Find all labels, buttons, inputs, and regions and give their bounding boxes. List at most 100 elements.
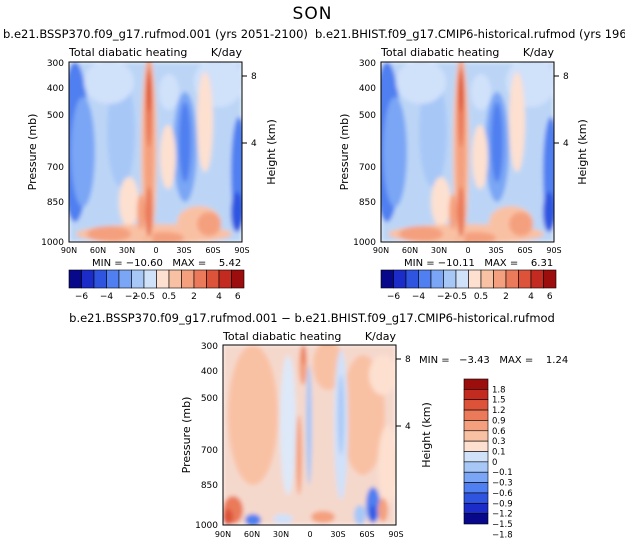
panel-2-title: b.e21.BHIST.f09_g17.CMIP6-historical.ruf… bbox=[315, 27, 625, 41]
panel-1-right-ticks: 8 4 bbox=[242, 72, 257, 149]
panel-3-colorbar-label: −1.2 bbox=[492, 510, 513, 520]
panel-3-colorbar-box bbox=[463, 409, 489, 421]
panel-1-colorbar-box bbox=[81, 269, 95, 289]
panel-1-ytick-700: 700 bbox=[47, 163, 64, 173]
panel-2-colorbar: −6 −4 −2−0.5 0.5 2 4 6 bbox=[380, 269, 557, 302]
panel-1-rtick-4: 4 bbox=[251, 139, 257, 149]
panel-3-colorbar: 1.81.51.20.90.60.30.10−0.1−0.3−0.6−0.9−1… bbox=[463, 378, 513, 540]
panel-3-ytick-400: 400 bbox=[201, 367, 218, 377]
panel-2-colorbar-box bbox=[418, 269, 432, 289]
panel-3-colorbar-box bbox=[463, 513, 489, 525]
panel-1-colorbar-box bbox=[118, 269, 132, 289]
panel-3-colorbar-label: 0 bbox=[492, 458, 497, 468]
panel-1: b.e21.BSSP370.f09_g17.rufmod.001 (yrs 20… bbox=[3, 27, 308, 302]
panel-1-colorbar-label: −6 bbox=[75, 292, 89, 302]
panel-1-y-axis-label: Pressure (mb) bbox=[26, 114, 39, 191]
panel-3-x-ticks: 90N 60N 30N 0 30S 60S 90S bbox=[215, 530, 404, 539]
panel-2-colorbar-box bbox=[530, 269, 544, 289]
panel-1-rtick-8: 8 bbox=[251, 72, 257, 82]
panel-1-colorbar-box bbox=[181, 269, 195, 289]
panel-3-xtick-60n: 60N bbox=[244, 530, 260, 539]
panel-2-ytick-400: 400 bbox=[359, 84, 376, 94]
panel-1-colorbar-box bbox=[193, 269, 207, 289]
panel-3-colorbar-box bbox=[463, 502, 489, 514]
panel-2-rtick-4: 4 bbox=[563, 139, 569, 149]
panel-3-xtick-60s: 60S bbox=[359, 530, 374, 539]
panel-3-stats: MIN = −3.43 MAX = 1.24 bbox=[419, 355, 568, 366]
panel-1-ytick-1000: 1000 bbox=[41, 238, 64, 248]
panel-1-colorbar-label: 6 bbox=[235, 292, 241, 302]
panel-1-title: b.e21.BSSP370.f09_g17.rufmod.001 (yrs 20… bbox=[3, 27, 308, 41]
panel-1-colorbar-label: −2 bbox=[125, 292, 138, 302]
panel-1-colorbar-label: 4 bbox=[216, 292, 222, 302]
panel-2-colorbar-label: −0.5 bbox=[445, 292, 467, 302]
panel-1-colorbar-label: −4 bbox=[100, 292, 114, 302]
panel-1-colorbar-box bbox=[168, 269, 182, 289]
panel-1-colorbar-box bbox=[143, 269, 157, 289]
panel-3-ytick-850: 850 bbox=[201, 481, 218, 491]
panel-1-xtick-90n: 90N bbox=[61, 246, 77, 255]
panel-3-colorbar-box bbox=[463, 399, 489, 411]
panel-1-colorbar-box bbox=[131, 269, 145, 289]
panel-1-ytick-500: 500 bbox=[47, 111, 64, 121]
panel-3-colorbar-box bbox=[463, 389, 489, 401]
panel-3-ytick-300: 300 bbox=[201, 342, 218, 352]
panel-1-xtick-60s: 60S bbox=[205, 246, 220, 255]
panel-3-variable-label: Total diabatic heating bbox=[222, 330, 341, 343]
panel-3-rtick-4: 4 bbox=[405, 422, 411, 432]
panel-3-colorbar-label: 0.9 bbox=[492, 416, 506, 426]
panel-3-rtick-8: 8 bbox=[405, 355, 411, 365]
panel-3-colorbar-label: −1.8 bbox=[492, 530, 513, 540]
panel-1-x-ticks: 90N 60N 30N 0 30S 60S 90S bbox=[61, 246, 250, 255]
figure-title: SON bbox=[292, 4, 333, 24]
panel-2-y-axis-label: Pressure (mb) bbox=[338, 114, 351, 191]
panel-1-plot-frame bbox=[68, 61, 243, 243]
panel-3-ytick-1000: 1000 bbox=[195, 521, 218, 531]
panel-2-colorbar-label: −2 bbox=[437, 292, 450, 302]
panel-2-xtick-30n: 30N bbox=[431, 246, 447, 255]
panel-2-ytick-700: 700 bbox=[359, 163, 376, 173]
panel-2-colorbar-box bbox=[443, 269, 457, 289]
panel-3-xtick-0: 0 bbox=[307, 530, 312, 539]
panel-3-colorbar-label: 0.3 bbox=[492, 437, 506, 447]
panel-3-colorbar-box bbox=[463, 378, 489, 390]
panel-2-xtick-30s: 30S bbox=[488, 246, 503, 255]
panel-3-colorbar-box bbox=[463, 482, 489, 494]
panel-1-ytick-300: 300 bbox=[47, 59, 64, 69]
panel-2: b.e21.BHIST.f09_g17.CMIP6-historical.ruf… bbox=[315, 27, 625, 302]
panel-1-ytick-850: 850 bbox=[47, 198, 64, 208]
panel-1-xtick-90s: 90S bbox=[234, 246, 249, 255]
panel-3-colorbar-label: −0.6 bbox=[492, 489, 513, 499]
panel-3-colorbar-box bbox=[463, 451, 489, 463]
panel-3-xtick-30s: 30S bbox=[330, 530, 345, 539]
panel-2-xtick-60n: 60N bbox=[402, 246, 418, 255]
panel-1-xtick-30s: 30S bbox=[176, 246, 191, 255]
panel-2-xtick-60s: 60S bbox=[517, 246, 532, 255]
panel-2-colorbar-box bbox=[518, 269, 532, 289]
panel-2-heatmap-field bbox=[381, 62, 554, 242]
panel-2-rtick-8: 8 bbox=[563, 72, 569, 82]
panel-2-right-axis-label: Height (km) bbox=[576, 119, 589, 185]
panel-1-colorbar-label: 2 bbox=[191, 292, 197, 302]
panel-1-colorbar-box bbox=[218, 269, 232, 289]
panel-2-colorbar-label: 6 bbox=[547, 292, 553, 302]
panel-1-colorbar-label: −0.5 bbox=[133, 292, 155, 302]
panel-2-xtick-90s: 90S bbox=[546, 246, 561, 255]
panel-3-plot-frame bbox=[222, 344, 397, 526]
panel-1-colorbar-box bbox=[68, 269, 82, 289]
panel-1-colorbar-box bbox=[156, 269, 170, 289]
panel-3-right-ticks: 8 4 bbox=[396, 355, 411, 432]
panel-3-y-ticks: 300 400 500 700 850 1000 bbox=[195, 342, 218, 531]
panel-2-colorbar-label: 2 bbox=[503, 292, 509, 302]
panel-3-xtick-90s: 90S bbox=[388, 530, 403, 539]
panel-3-xtick-90n: 90N bbox=[215, 530, 231, 539]
panel-3-colorbar-label: 1.8 bbox=[492, 385, 506, 395]
panel-3-colorbar-label: −0.1 bbox=[492, 468, 513, 478]
panel-2-variable-label: Total diabatic heating bbox=[380, 46, 499, 59]
panel-2-colorbar-label: −4 bbox=[412, 292, 426, 302]
panel-1-ytick-400: 400 bbox=[47, 84, 64, 94]
panel-3: b.e21.BSSP370.f09_g17.rufmod.001 − b.e21… bbox=[69, 311, 568, 540]
panel-2-colorbar-box bbox=[393, 269, 407, 289]
panel-1-colorbar: −6 −4 −2−0.5 0.5 2 4 6 bbox=[68, 269, 245, 302]
